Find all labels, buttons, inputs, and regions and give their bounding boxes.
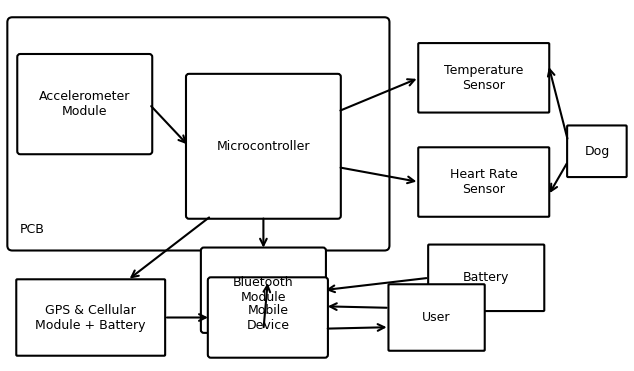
Text: Heart Rate
Sensor: Heart Rate Sensor bbox=[450, 168, 517, 196]
FancyBboxPatch shape bbox=[389, 284, 485, 351]
Text: Bluetooth
Module: Bluetooth Module bbox=[233, 276, 294, 304]
FancyBboxPatch shape bbox=[567, 125, 626, 177]
FancyBboxPatch shape bbox=[201, 247, 326, 333]
Text: Battery: Battery bbox=[463, 271, 509, 284]
FancyBboxPatch shape bbox=[186, 74, 341, 219]
FancyBboxPatch shape bbox=[418, 147, 549, 217]
FancyBboxPatch shape bbox=[418, 43, 549, 112]
Text: GPS & Cellular
Module + Battery: GPS & Cellular Module + Battery bbox=[36, 303, 146, 332]
Text: Mobile
Device: Mobile Device bbox=[247, 303, 289, 332]
FancyBboxPatch shape bbox=[208, 277, 328, 358]
FancyBboxPatch shape bbox=[16, 279, 165, 356]
Text: PCB: PCB bbox=[20, 223, 45, 236]
Text: Microcontroller: Microcontroller bbox=[217, 140, 310, 153]
Text: Dog: Dog bbox=[585, 145, 609, 158]
Text: Accelerometer
Module: Accelerometer Module bbox=[39, 90, 131, 118]
FancyBboxPatch shape bbox=[428, 244, 544, 311]
FancyBboxPatch shape bbox=[17, 54, 152, 154]
FancyBboxPatch shape bbox=[8, 17, 389, 250]
Text: User: User bbox=[422, 311, 451, 324]
Text: Temperature
Sensor: Temperature Sensor bbox=[444, 64, 524, 92]
